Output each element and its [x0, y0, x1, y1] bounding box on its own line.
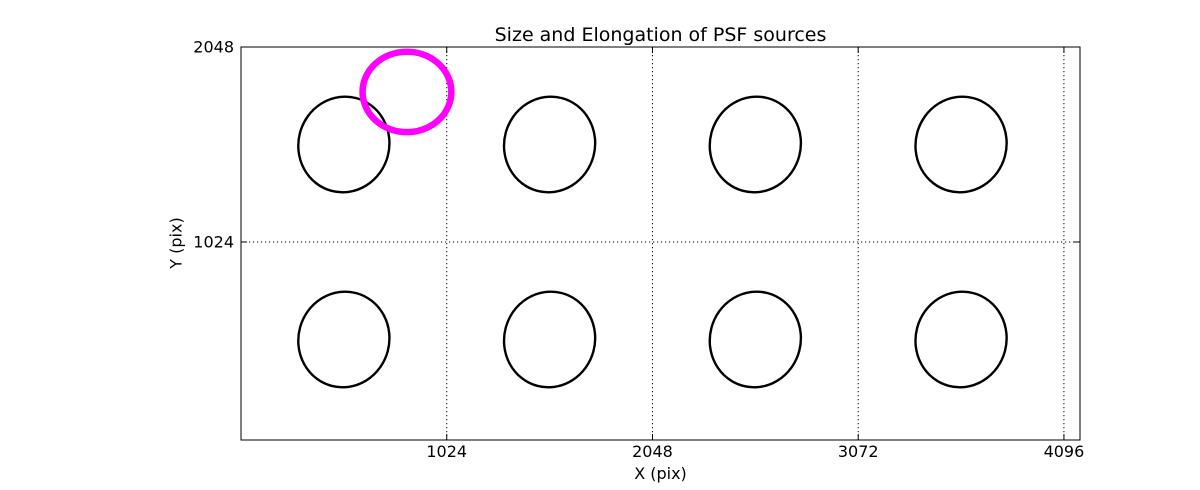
axes-frame [240, 46, 1081, 441]
x-axis-label: X (pix) [634, 464, 687, 483]
x-tick-label-3072: 3072 [838, 442, 879, 461]
psf-source-ellipse [914, 95, 1008, 194]
chart-title: Size and Elongation of PSF sources [494, 24, 827, 46]
psf-source-ellipse [297, 290, 391, 389]
x-tick-label-1024: 1024 [426, 442, 467, 461]
y-tick-label-2048: 2048 [193, 38, 234, 57]
psf-source-ellipse [914, 290, 1008, 389]
psf-source-ellipse [708, 290, 803, 389]
y-tick-label-1024: 1024 [193, 232, 234, 251]
x-tick-label-2048: 2048 [632, 442, 673, 461]
psf-source-ellipse [502, 95, 597, 194]
highlighted-source-ellipse [359, 48, 455, 136]
y-axis-label: Y (pix) [166, 217, 186, 269]
psf-source-ellipse [297, 95, 391, 194]
psf-source-ellipse [708, 95, 803, 194]
x-tick-label-4096: 4096 [1044, 442, 1085, 461]
psf-source-ellipse [502, 290, 597, 389]
